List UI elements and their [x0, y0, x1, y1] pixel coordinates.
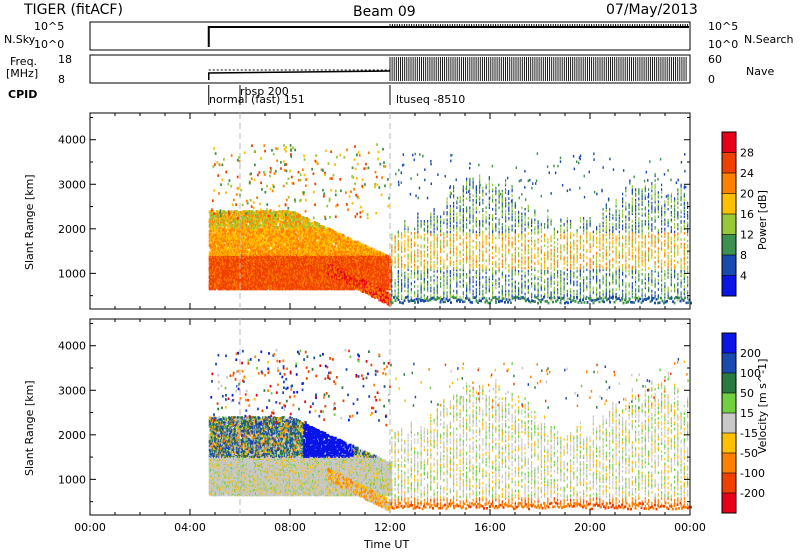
- scatter-echo: [246, 217, 248, 220]
- radar-plot-canvas: 1000200030004000 100020003000400000:00 04…: [0, 0, 800, 554]
- freq-trace: [209, 71, 390, 80]
- scatter-echo: [289, 219, 291, 222]
- scatter-echo: [224, 244, 226, 247]
- scatter-echo: [222, 233, 224, 236]
- cpid-markers: [209, 85, 390, 105]
- top-panels-traces: [209, 24, 689, 81]
- scatter-echo: [268, 247, 270, 250]
- scatter-echo: [240, 242, 242, 245]
- scatter-echo: [270, 228, 272, 231]
- scatter-echo: [252, 210, 254, 213]
- scatter-echo: [231, 243, 233, 246]
- scatter-echo: [277, 218, 279, 221]
- scatter-echo: [231, 221, 233, 224]
- scatter-echo: [231, 210, 233, 213]
- power-scatter: [209, 143, 692, 306]
- scatter-echo: [260, 240, 262, 243]
- scatter-echo: [209, 230, 211, 233]
- scatter-echo: [246, 224, 248, 227]
- scatter-echo: [211, 246, 213, 249]
- scatter-echo: [252, 214, 254, 217]
- scatter-echo: [225, 211, 227, 214]
- scatter-echo: [271, 212, 273, 215]
